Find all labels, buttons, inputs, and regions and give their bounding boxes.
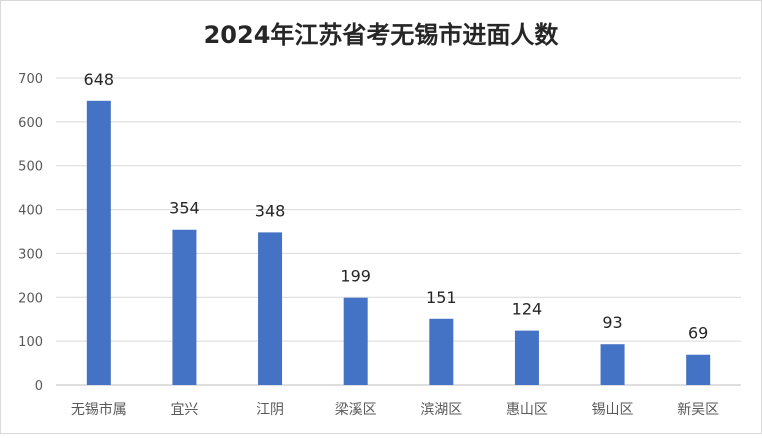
x-tick-label: 无锡市属 (71, 401, 127, 418)
y-axis-ticks: 0 100 200 300 400 500 600 700 (18, 72, 43, 394)
y-tick-label: 0 (35, 379, 43, 394)
x-tick-label: 惠山区 (506, 402, 548, 418)
y-tick-label: 500 (18, 160, 43, 175)
x-tick-label: 梁溪区 (335, 402, 377, 418)
bar (172, 229, 197, 385)
data-label: 151 (426, 288, 457, 307)
x-tick-label: 滨湖区 (420, 402, 462, 418)
gridlines (56, 77, 741, 386)
data-label: 69 (688, 324, 708, 343)
x-tick-label: 宜兴 (170, 402, 198, 418)
bar (600, 344, 625, 385)
x-tick-label: 新吴区 (677, 402, 719, 418)
x-tick-label: 锡山区 (592, 402, 634, 418)
y-tick-label: 600 (18, 116, 43, 131)
data-label: 199 (340, 267, 371, 286)
data-label: 93 (602, 313, 622, 332)
data-label: 124 (512, 300, 543, 319)
chart-title: 2024年江苏省考无锡市进面人数 (204, 21, 560, 49)
bar (343, 297, 368, 385)
y-tick-label: 700 (18, 72, 43, 87)
bar (514, 330, 539, 385)
bar (429, 318, 454, 385)
bar (258, 232, 283, 385)
y-tick-label: 200 (18, 291, 43, 306)
x-tick-label: 江阴 (256, 402, 284, 418)
data-label: 648 (84, 70, 115, 89)
x-axis-ticks: 无锡市属 宜兴 江阴 梁溪区 滨湖区 惠山区 锡山区 新吴区 (71, 401, 719, 418)
data-label: 354 (169, 199, 200, 218)
data-labels: 648 354 348 199 151 124 93 69 (84, 70, 709, 343)
bars (86, 100, 711, 385)
bar (86, 100, 111, 385)
y-tick-label: 400 (18, 204, 43, 219)
data-label: 348 (255, 201, 286, 220)
y-tick-label: 300 (18, 247, 43, 262)
y-tick-label: 100 (18, 335, 43, 350)
bar (686, 354, 711, 385)
